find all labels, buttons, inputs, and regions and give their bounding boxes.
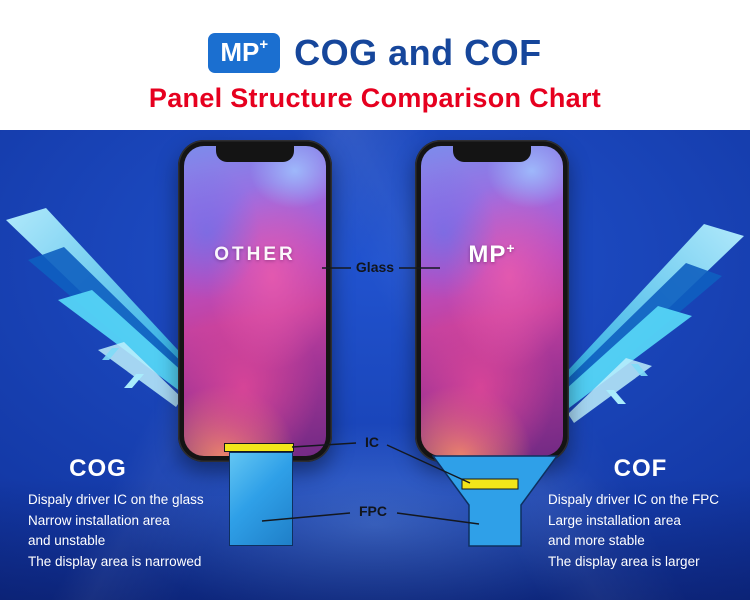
cog-line: and unstable [28, 533, 106, 549]
page-subtitle: Panel Structure Comparison Chart [148, 83, 602, 113]
phone-left-cog: OTHER [178, 140, 332, 462]
cog-line: Narrow installation area [28, 512, 170, 528]
header: MP + COG and COF Panel Structure Comparis… [0, 0, 750, 130]
cof-description: Dispaly driver IC on the FPC Large insta… [548, 490, 748, 572]
phone-left-label: OTHER [214, 244, 296, 265]
callout-fpc-label: FPC [359, 503, 387, 519]
phone-right-notch-icon [453, 146, 531, 162]
callout-ic-label: IC [365, 434, 379, 450]
mp-plus-logo: MP + [208, 32, 281, 74]
cof-line: The display area is larger [548, 553, 700, 569]
cog-description: Dispaly driver IC on the glass Narrow in… [28, 490, 243, 572]
cog-heading: COG [69, 455, 127, 482]
fpc-connector-right [432, 455, 558, 547]
wing-feathers [6, 208, 205, 407]
cof-section: COF Dispaly driver IC on the FPC Large i… [548, 455, 748, 572]
ic-chip-on-fpc [461, 478, 519, 490]
phone-left-notch-icon [216, 146, 294, 162]
cof-line: Dispaly driver IC on the FPC [548, 492, 720, 507]
logo-plus: + [259, 35, 269, 53]
right-wing-decoration [545, 224, 744, 423]
cog-line: The display area is narrowed [28, 553, 202, 569]
wing-feathers [545, 224, 744, 423]
phone-right-logo-text: MP [468, 241, 507, 268]
cof-line: Large installation area [548, 512, 681, 528]
cog-line: Dispaly driver IC on the glass [28, 492, 204, 507]
fpc-connector-left [229, 452, 293, 546]
logo-text: MP [220, 36, 260, 67]
title-row: MP + COG and COF [0, 0, 750, 74]
cof-line: and more stable [548, 533, 645, 549]
phone-right-logo: MP+ [421, 240, 563, 269]
page-title: COG and COF [294, 32, 542, 73]
fpc-shape [432, 455, 558, 547]
left-wing-decoration [6, 208, 205, 407]
cof-heading: COF [613, 455, 668, 482]
ic-chip-on-glass [224, 443, 294, 452]
cog-section: COG Dispaly driver IC on the glass Narro… [28, 455, 243, 572]
main-graphic: OTHER MP+ [0, 130, 750, 600]
callout-glass-label: Glass [355, 259, 395, 275]
phone-right-logo-plus: + [506, 240, 516, 256]
phone-left-screen: OTHER [184, 146, 326, 456]
phone-right-screen: MP+ [421, 146, 563, 456]
phone-right-cof: MP+ [415, 140, 569, 462]
